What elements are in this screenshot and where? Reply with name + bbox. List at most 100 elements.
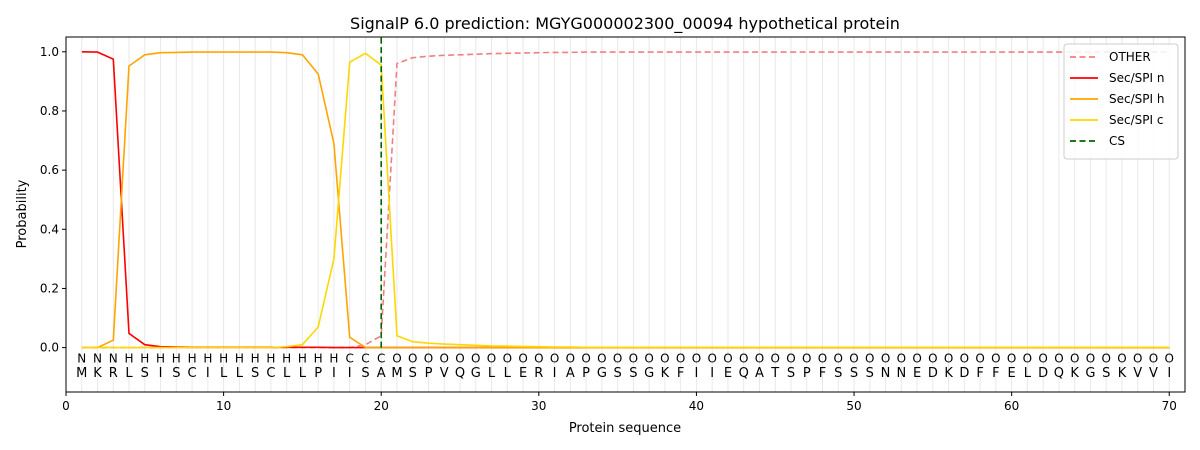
region-label: O xyxy=(1070,351,1079,365)
residue-letter: P xyxy=(425,366,433,381)
residue-letter: V xyxy=(440,366,449,381)
residue-letter: F xyxy=(976,366,983,381)
residue-letter: K xyxy=(1070,366,1079,381)
region-label: O xyxy=(1007,351,1016,365)
residue-letter: I xyxy=(1167,366,1171,381)
x-axis-ticks: 0 10 20 30 40 50 60 70 xyxy=(62,392,1177,413)
region-label: O xyxy=(534,351,543,365)
series-line-sec-spi-c xyxy=(81,52,1170,349)
series-line-other xyxy=(81,51,1170,349)
residue-letter: I xyxy=(159,366,163,381)
residue-letter: I xyxy=(695,366,699,381)
legend-label: Sec/SPI n xyxy=(1109,71,1164,85)
region-label: N xyxy=(93,351,102,365)
residue-letter: L xyxy=(220,366,228,381)
region-label: O xyxy=(881,351,890,365)
legend-label: Sec/SPI h xyxy=(1109,92,1164,106)
region-label: O xyxy=(424,351,433,365)
legend: OTHER Sec/SPI n Sec/SPI h Sec/SPI c CS xyxy=(1063,43,1179,160)
region-label: O xyxy=(1101,351,1110,365)
region-label: O xyxy=(471,351,480,365)
residue-letter: D xyxy=(959,366,969,381)
region-label: O xyxy=(723,351,732,365)
region-label: O xyxy=(440,351,449,365)
residue-letter: G xyxy=(1085,366,1095,381)
residue-letter: K xyxy=(944,366,953,381)
region-label: O xyxy=(755,351,764,365)
region-label: O xyxy=(1149,351,1158,365)
series-line-sec-spi-h xyxy=(81,51,1170,349)
region-label: O xyxy=(739,351,748,365)
region-label: O xyxy=(629,351,638,365)
region-label: O xyxy=(897,351,906,365)
region-label: O xyxy=(581,351,590,365)
residue-letter: E xyxy=(913,366,921,381)
region-label: O xyxy=(392,351,401,365)
region-label: O xyxy=(660,351,669,365)
y-tick-label: 1.0 xyxy=(40,45,59,59)
residue-letter: C xyxy=(266,366,275,381)
region-label: O xyxy=(1086,351,1095,365)
residue-letter: V xyxy=(1133,366,1142,381)
residue-letter: F xyxy=(677,366,684,381)
region-label: O xyxy=(818,351,827,365)
residue-letter: R xyxy=(534,366,543,381)
residue-letter: D xyxy=(928,366,938,381)
residue-letter: E xyxy=(519,366,527,381)
y-tick-label: 0.6 xyxy=(40,163,59,177)
residue-letter: L xyxy=(488,366,496,381)
region-label: O xyxy=(865,351,874,365)
x-tick-label: 0 xyxy=(62,399,70,413)
x-tick-label: 60 xyxy=(1004,399,1019,413)
residue-letter: L xyxy=(299,366,307,381)
residue-letter: G xyxy=(471,366,481,381)
region-label: H xyxy=(140,351,149,365)
residue-letter: S xyxy=(866,366,874,381)
residue-letter: I xyxy=(553,366,557,381)
residue-letter: S xyxy=(172,366,180,381)
region-label: O xyxy=(770,351,779,365)
region-label: O xyxy=(1054,351,1063,365)
region-label: O xyxy=(991,351,1000,365)
region-label: H xyxy=(235,351,244,365)
residue-letter: L xyxy=(125,366,133,381)
legend-box xyxy=(1063,43,1179,160)
region-label: O xyxy=(487,351,496,365)
y-axis-label: Probability xyxy=(15,179,30,248)
y-tick-label: 0.0 xyxy=(40,341,59,355)
region-label: O xyxy=(975,351,984,365)
residue-letter: S xyxy=(1102,366,1110,381)
region-label: O xyxy=(849,351,858,365)
residue-letter: P xyxy=(314,366,322,381)
x-tick-label: 10 xyxy=(216,399,231,413)
legend-label: OTHER xyxy=(1109,50,1151,64)
residue-letter: F xyxy=(819,366,826,381)
region-label: O xyxy=(550,351,559,365)
residue-letter: M xyxy=(76,366,87,381)
residue-letter: Q xyxy=(739,366,749,381)
region-label: H xyxy=(266,351,275,365)
x-tick-label: 40 xyxy=(689,399,704,413)
series-lines xyxy=(81,37,1170,349)
region-label: H xyxy=(298,351,307,365)
residue-letter: K xyxy=(661,366,670,381)
region-label: C xyxy=(345,351,353,365)
residue-letter: R xyxy=(109,366,118,381)
region-label: N xyxy=(109,351,118,365)
legend-label: Sec/SPI c xyxy=(1109,113,1163,127)
region-label: O xyxy=(613,351,622,365)
region-label: O xyxy=(834,351,843,365)
residue-letter: C xyxy=(188,366,197,381)
region-label: C xyxy=(361,351,369,365)
region-label: O xyxy=(707,351,716,365)
residue-letter: S xyxy=(409,366,417,381)
residue-letter: Q xyxy=(1054,366,1064,381)
x-tick-label: 30 xyxy=(531,399,546,413)
residue-letter: T xyxy=(770,366,779,381)
region-label: O xyxy=(692,351,701,365)
residue-letter: L xyxy=(283,366,291,381)
residue-letter: F xyxy=(992,366,999,381)
region-label: O xyxy=(1038,351,1047,365)
region-label: H xyxy=(219,351,228,365)
